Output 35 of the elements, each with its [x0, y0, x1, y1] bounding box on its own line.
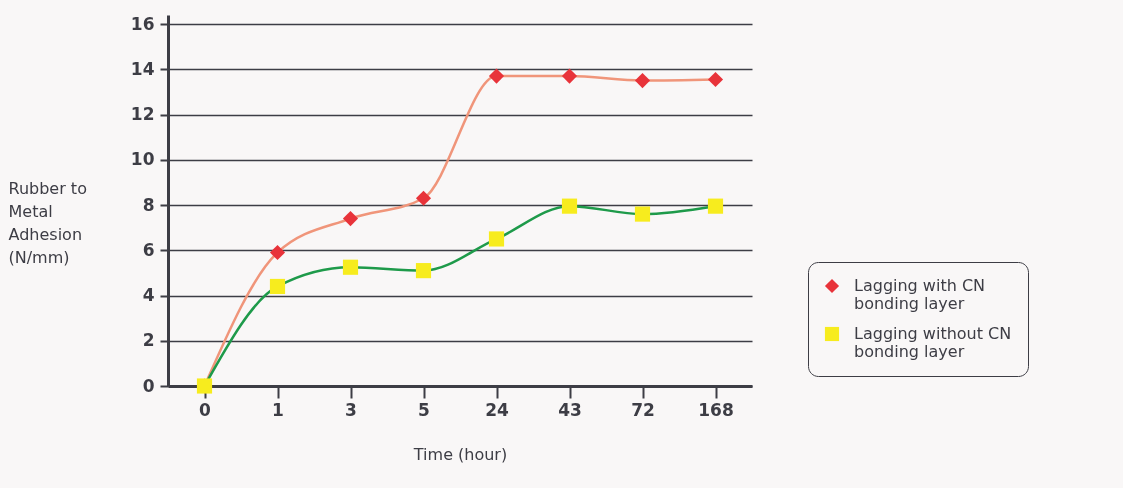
y-tick-label: 6: [142, 239, 155, 260]
x-tick-label: 43: [558, 399, 582, 420]
y-tick-label: 10: [130, 149, 155, 170]
x-tick-label: 5: [418, 399, 430, 420]
x-axis-title: Time (hour): [412, 444, 508, 464]
y-axis-title: Rubber to Metal Adhesion (N/mm): [8, 178, 87, 267]
y-tick-label: 16: [130, 13, 155, 34]
point: [269, 244, 286, 261]
point: [634, 206, 651, 222]
point: [342, 211, 359, 227]
x-tick-label: 24: [485, 399, 509, 420]
y-tick-label: 4: [142, 285, 155, 306]
legend-label: Lagging without CN bonding layer: [854, 324, 1012, 361]
point: [561, 68, 578, 84]
y-tick-label: 12: [130, 104, 155, 125]
point: [342, 259, 359, 275]
point: [415, 190, 432, 206]
x-tick-label: 72: [631, 399, 655, 420]
point: [269, 278, 286, 295]
y-tick-label: 8: [142, 194, 155, 215]
point: [634, 73, 651, 89]
y-tick-label: 14: [130, 58, 155, 79]
point: [488, 231, 505, 247]
point: [561, 198, 578, 214]
x-tick-label: 3: [345, 399, 357, 420]
point: [488, 68, 505, 84]
y-tick-label: 0: [142, 375, 155, 396]
point: [707, 198, 724, 214]
y-tick-label: 2: [142, 330, 155, 351]
x-tick-label: 168: [698, 399, 734, 420]
point: [415, 263, 432, 279]
legend-label: Lagging with CN bonding layer: [854, 276, 986, 313]
x-tick-label: 0: [199, 399, 212, 420]
point: [707, 71, 724, 88]
x-tick-label: 1: [272, 399, 284, 420]
